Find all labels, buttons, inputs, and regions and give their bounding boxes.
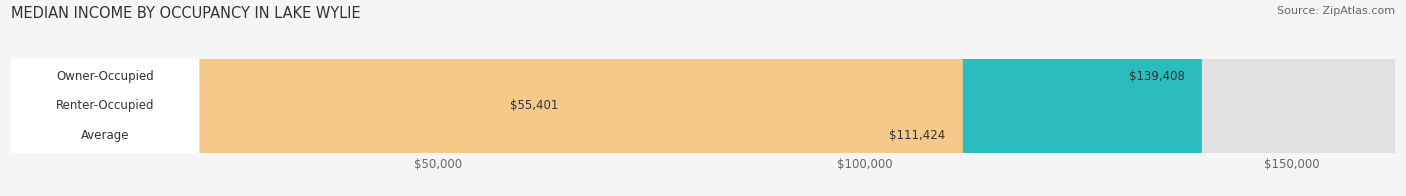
- FancyBboxPatch shape: [11, 0, 963, 196]
- FancyBboxPatch shape: [11, 0, 1395, 196]
- Text: Average: Average: [82, 129, 129, 142]
- FancyBboxPatch shape: [11, 0, 200, 196]
- Text: $55,401: $55,401: [510, 99, 558, 112]
- FancyBboxPatch shape: [11, 0, 485, 196]
- Text: MEDIAN INCOME BY OCCUPANCY IN LAKE WYLIE: MEDIAN INCOME BY OCCUPANCY IN LAKE WYLIE: [11, 6, 361, 21]
- FancyBboxPatch shape: [11, 0, 200, 196]
- FancyBboxPatch shape: [11, 0, 1395, 196]
- FancyBboxPatch shape: [11, 0, 1395, 196]
- Text: Renter-Occupied: Renter-Occupied: [56, 99, 155, 112]
- FancyBboxPatch shape: [11, 0, 1202, 196]
- Text: Source: ZipAtlas.com: Source: ZipAtlas.com: [1277, 6, 1395, 16]
- Text: $139,408: $139,408: [1129, 70, 1185, 83]
- Text: $111,424: $111,424: [890, 129, 946, 142]
- FancyBboxPatch shape: [11, 0, 200, 196]
- Text: Owner-Occupied: Owner-Occupied: [56, 70, 155, 83]
